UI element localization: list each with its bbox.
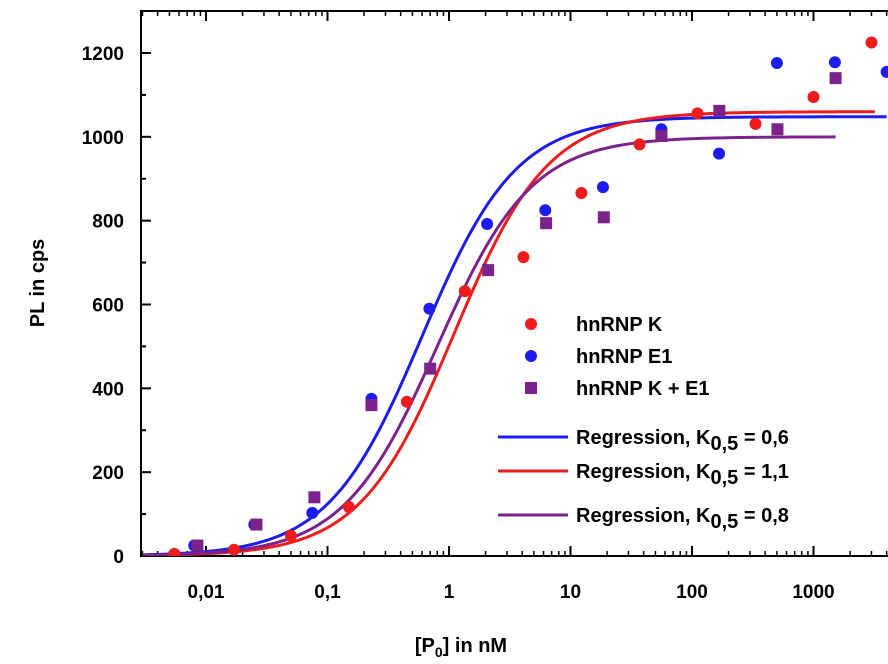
- regression-curves: [142, 110, 887, 556]
- x-tick-label: 1: [444, 582, 455, 603]
- legend-label: Regression, K0,5 = 0,6: [576, 427, 789, 455]
- x-axis-title-subscript: 0: [435, 644, 443, 660]
- legend-label: hnRNP E1: [576, 346, 672, 368]
- y-tick-label: 200: [92, 463, 124, 484]
- legend-marker-circle: [525, 350, 537, 362]
- y-tick-label: 0: [113, 547, 124, 568]
- data-point-square: [482, 264, 495, 277]
- legend-label: Regression, K0,5 = 1,1: [576, 461, 789, 489]
- data-point-circle: [865, 36, 878, 49]
- x-tick-label: 1000: [792, 582, 834, 603]
- legend-label-suffix: = 0,8: [738, 505, 789, 527]
- data-point-circle: [770, 57, 783, 70]
- data-point-circle: [342, 500, 355, 513]
- data-point-circle: [713, 147, 726, 160]
- data-point-circle: [633, 138, 646, 151]
- data-point-circle: [807, 91, 820, 104]
- legend-label-subscript: 0,5: [710, 511, 738, 533]
- data-point-circle: [691, 107, 704, 120]
- data-point-circle: [400, 395, 413, 408]
- data-point-circle: [828, 56, 841, 69]
- y-tick-label: 1200: [82, 44, 124, 65]
- data-point-square: [540, 217, 553, 230]
- data-point-circle: [517, 251, 530, 264]
- legend-label-main: Regression, K: [576, 427, 711, 449]
- y-tick-label: 600: [92, 296, 124, 317]
- data-point-circle: [458, 285, 471, 298]
- legend-label: hnRNP K: [576, 314, 663, 336]
- regression-curve: [142, 115, 887, 556]
- data-point-circle: [749, 117, 762, 130]
- legend-label-subscript: 0,5: [710, 433, 738, 455]
- x-axis-title: [P0] in nM: [415, 635, 507, 660]
- legend-marker-circle: [525, 318, 537, 330]
- x-tick-label: 100: [676, 582, 708, 603]
- legend-label-main: Regression, K: [576, 461, 711, 483]
- y-tick-label: 1000: [82, 128, 124, 149]
- data-point-circle: [284, 529, 297, 542]
- x-axis-title-main: [P: [415, 635, 435, 657]
- data-point-square: [365, 399, 378, 412]
- data-point-square: [597, 211, 610, 224]
- data-point-circle: [880, 65, 888, 78]
- x-axis-title-suffix: ] in nM: [443, 635, 507, 657]
- data-point-circle: [423, 302, 436, 315]
- regression-curve: [142, 110, 875, 556]
- data-point-square: [771, 123, 784, 136]
- legend: hnRNP K hnRNP E1 hnRNP K + E1 Regression, K…: [498, 314, 789, 533]
- regression-curve: [142, 135, 836, 556]
- data-point-circle: [481, 218, 494, 231]
- y-axis-title: PL in cps: [27, 239, 49, 328]
- y-tick-label: 800: [92, 212, 124, 233]
- data-point-square: [655, 129, 668, 142]
- data-point-square: [713, 104, 726, 117]
- data-point-square: [424, 362, 437, 375]
- x-axis-ticks: 0,01 0,1 1 10 100 1000: [141, 11, 888, 603]
- data-points: [168, 36, 888, 556]
- data-point-circle: [575, 187, 588, 200]
- plot-frame: [140, 10, 888, 557]
- legend-label-main: Regression, K: [576, 505, 711, 527]
- data-point-square: [308, 491, 321, 504]
- data-point-square: [250, 518, 263, 531]
- legend-label-suffix: = 1,1: [738, 461, 789, 483]
- legend-marker-square: [525, 382, 537, 394]
- data-point-circle: [168, 547, 181, 556]
- legend-label: Regression, K0,5 = 0,8: [576, 505, 789, 533]
- data-point-circle: [539, 204, 552, 217]
- legend-label: hnRNP K + E1: [576, 378, 710, 400]
- y-tick-label: 400: [92, 379, 124, 400]
- x-tick-label: 0,01: [188, 582, 225, 603]
- x-tick-label: 10: [560, 582, 581, 603]
- x-tick-label: 0,1: [314, 582, 341, 603]
- data-point-circle: [306, 506, 319, 519]
- legend-label-subscript: 0,5: [710, 467, 738, 489]
- data-point-circle: [227, 543, 240, 556]
- data-point-circle: [596, 181, 609, 194]
- data-point-square: [191, 539, 204, 552]
- y-axis-ticks: 0 200 400 600 800 1000 1200: [82, 44, 151, 568]
- data-point-square: [829, 72, 842, 85]
- legend-label-suffix: = 0,6: [738, 427, 789, 449]
